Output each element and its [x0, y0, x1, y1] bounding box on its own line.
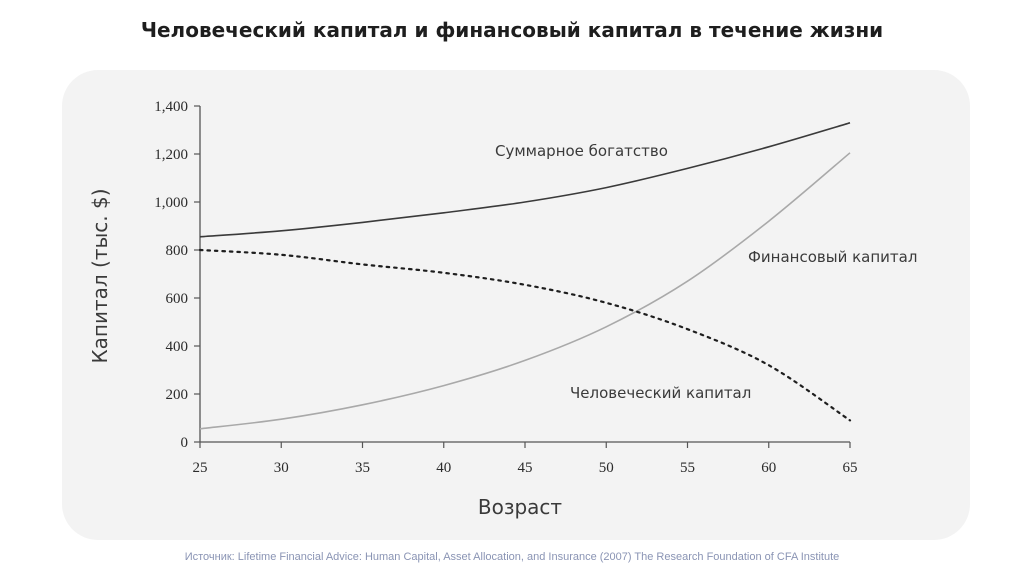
x-tick-label: 50 [599, 460, 614, 476]
x-tick-label: 30 [274, 460, 289, 476]
series-human-capital-line [198, 248, 852, 422]
series-lines [198, 122, 852, 430]
x-tick-label: 40 [436, 460, 451, 476]
x-axis-title: Возраст [478, 495, 563, 519]
y-tick-label: 1,200 [154, 147, 188, 163]
series-label-total: Суммарное богатство [495, 142, 668, 160]
x-axis-ticks: 25 30 35 40 45 50 55 60 65 [193, 442, 858, 476]
chart-panel [62, 70, 970, 540]
x-tick-label: 55 [680, 460, 695, 476]
x-tick-label: 60 [761, 460, 776, 476]
source-note: Источник: Lifetime Financial Advice: Hum… [184, 551, 840, 563]
series-label-financial: Финансовый капитал [748, 248, 917, 266]
series-total-wealth-line [199, 122, 851, 238]
y-tick-label: 800 [166, 243, 189, 259]
y-tick-label: 400 [166, 339, 189, 355]
x-tick-label: 35 [355, 460, 370, 476]
y-axis-ticks: 0 200 400 600 800 1,000 1,200 1,400 [154, 99, 200, 451]
x-tick-label: 45 [518, 460, 533, 476]
y-axis-title: Капитал (тыс. $) [88, 188, 112, 363]
y-tick-label: 200 [166, 387, 189, 403]
series-label-human: Человеческий капитал [570, 384, 751, 402]
slide-title: Человеческий капитал и финансовый капита… [140, 18, 884, 42]
y-tick-label: 0 [181, 435, 189, 451]
y-tick-label: 1,000 [154, 195, 188, 211]
x-tick-label: 25 [193, 460, 208, 476]
x-tick-label: 65 [843, 460, 858, 476]
y-tick-label: 1,400 [154, 99, 188, 115]
series-financial-capital-line [199, 152, 851, 430]
y-tick-label: 600 [166, 291, 189, 307]
